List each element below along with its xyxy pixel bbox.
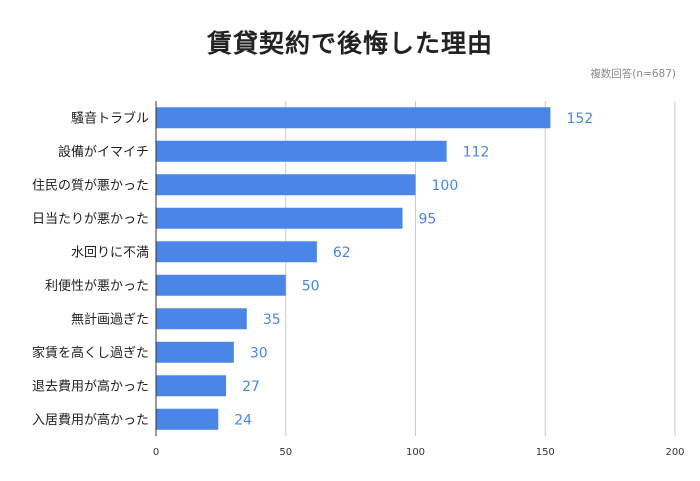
chart-title: 賃貸契約で後悔した理由 — [206, 29, 493, 58]
x-tick-label-150: 150 — [536, 447, 555, 458]
bar-5 — [156, 274, 286, 296]
category-label-0: 騒音トラブル — [71, 110, 149, 126]
category-label-8: 退去費用が高かった — [32, 378, 149, 394]
bar-7 — [156, 341, 234, 363]
x-tick-label-0: 0 — [153, 447, 159, 458]
bar-2 — [156, 174, 416, 196]
value-label-2: 100 — [432, 178, 459, 194]
value-label-8: 27 — [242, 379, 260, 395]
bar-1 — [156, 140, 447, 162]
x-tick-label-100: 100 — [406, 447, 425, 458]
category-label-3: 日当たりが悪かった — [32, 212, 149, 227]
bar-8 — [156, 375, 227, 397]
bar-3 — [156, 207, 403, 229]
category-label-7: 家賃を高くし過ぎた — [32, 345, 149, 361]
bar-4 — [156, 241, 317, 263]
category-label-9: 入居費用が高かった — [32, 412, 149, 428]
category-label-5: 利便性が悪かった — [45, 279, 149, 294]
category-label-4: 水回りに不満 — [71, 245, 149, 260]
x-tick-label-50: 50 — [279, 447, 292, 458]
value-label-7: 30 — [250, 345, 268, 361]
bar-0 — [156, 107, 551, 129]
value-label-0: 152 — [566, 111, 593, 127]
category-label-2: 住民の質が悪かった — [32, 178, 149, 193]
value-label-4: 62 — [333, 245, 351, 261]
bar-6 — [156, 308, 247, 330]
x-tick-label-200: 200 — [665, 447, 684, 458]
value-label-3: 95 — [419, 211, 437, 227]
chart-subtitle: 複数回答(n=687) — [590, 68, 676, 80]
value-label-5: 50 — [302, 278, 320, 294]
category-label-1: 設備がイマイチ — [58, 144, 149, 160]
value-label-1: 112 — [463, 144, 490, 160]
category-label-6: 無計画過ぎた — [71, 311, 149, 327]
value-label-6: 35 — [263, 312, 281, 328]
value-label-9: 24 — [234, 412, 252, 428]
bar-9 — [156, 408, 219, 430]
